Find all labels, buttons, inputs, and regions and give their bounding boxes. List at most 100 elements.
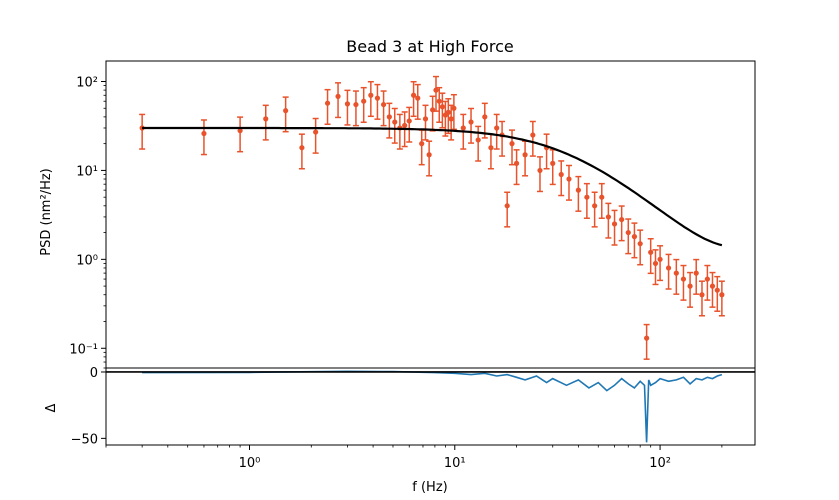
psd-data-point [718,280,725,317]
psd-marker [566,176,572,182]
psd-marker [584,194,590,200]
psd-y-tick-label: 10⁻¹ [69,342,98,357]
psd-data-point [200,119,207,156]
psd-marker [406,118,412,124]
chart-title: Bead 3 at High Force [346,37,513,56]
psd-data-point [448,104,455,141]
psd-marker [537,167,543,174]
psd-data-point [406,106,413,143]
residual-y-tick-label: −50 [71,432,98,447]
psd-y-tick-label: 10² [76,75,98,90]
psd-marker [657,256,663,262]
psd-marker [368,92,374,98]
psd-marker [619,216,625,223]
psd-marker [488,145,494,151]
psd-marker [263,116,269,122]
psd-marker [410,92,417,98]
psd-marker [592,203,598,209]
psd-y-tick-label: 10¹ [76,164,98,179]
psd-marker [648,249,654,255]
psd-marker [475,137,481,143]
psd-data-point [344,89,351,126]
psd-data-point [665,253,672,290]
residual-line [142,370,723,443]
psd-data-point [657,245,664,282]
psd-marker [460,125,466,131]
psd-data-point [439,92,446,129]
psd-data-point [426,140,433,177]
psd-marker [652,260,659,267]
psd-data-point [422,104,429,141]
psd-marker [719,292,725,298]
residual-y-tick-label: 0 [90,366,98,381]
psd-data-point [598,182,605,219]
psd-data-point [509,129,516,166]
psd-marker [637,241,643,247]
psd-marker [522,152,528,158]
psd-data-point [312,117,319,154]
psd-data-point [262,104,269,141]
psd-data-point [410,80,417,118]
psd-data-point [611,209,618,246]
psd-data-point [565,164,572,201]
psd-data-point [536,156,543,193]
psd-data-point [680,264,687,301]
psd-marker [335,93,341,99]
psd-data-point [513,149,520,186]
residual-panel: 0 −50 10⁰ 10¹ 10² [71,366,756,471]
psd-data-point [709,271,716,308]
psd-marker [313,129,319,135]
psd-marker [361,98,367,104]
psd-data-point [504,191,511,228]
psd-data-point [687,271,694,308]
psd-marker [344,101,351,107]
psd-marker [415,95,421,101]
psd-marks [139,75,725,360]
x-tick-label: 10¹ [444,456,466,471]
psd-marker [374,95,381,101]
psd-data-point [558,160,565,197]
psd-data-point [673,258,680,295]
psd-y-tick-label: 10⁰ [76,253,98,268]
psd-marker [324,100,331,106]
psd-ticks: 10⁻¹ 10⁰ 10¹ 10² [69,75,106,369]
psd-data-point [637,229,644,266]
psd-data-point [647,238,654,275]
psd-marker [550,160,556,166]
psd-data-point [282,96,289,133]
psd-marker [687,283,693,289]
x-axis-label: f (Hz) [412,480,447,495]
psd-data-point [335,82,342,119]
psd-data-point [698,280,705,317]
psd-data-point [643,323,650,360]
psd-marker [631,234,638,240]
psd-data-point [391,107,398,144]
psd-data-point [631,222,638,259]
psd-data-point [605,202,612,239]
psd-data-point [704,264,711,301]
psd-marker [299,145,305,151]
psd-marker [625,229,631,236]
psd-data-point [450,93,457,131]
psd-data-point [436,86,443,124]
psd-marker [402,122,408,129]
psd-marker [605,214,611,220]
psd-data-point [374,83,381,120]
psd-marker [448,116,454,122]
psd-data-point [529,120,536,157]
psd-marker [530,132,536,138]
psd-data-point [360,86,367,124]
psd-data-point [367,80,374,118]
psd-data-point [414,83,421,120]
psd-data-point [591,191,598,228]
psd-marker [693,270,699,276]
psd-marker [353,101,359,108]
psd-data-point [583,182,590,219]
psd-data-point [445,98,452,135]
psd-marker [439,104,445,110]
psd-marker [673,270,679,276]
psd-marker [504,203,510,209]
psd-marker [680,276,687,282]
psd-marker [709,283,716,289]
